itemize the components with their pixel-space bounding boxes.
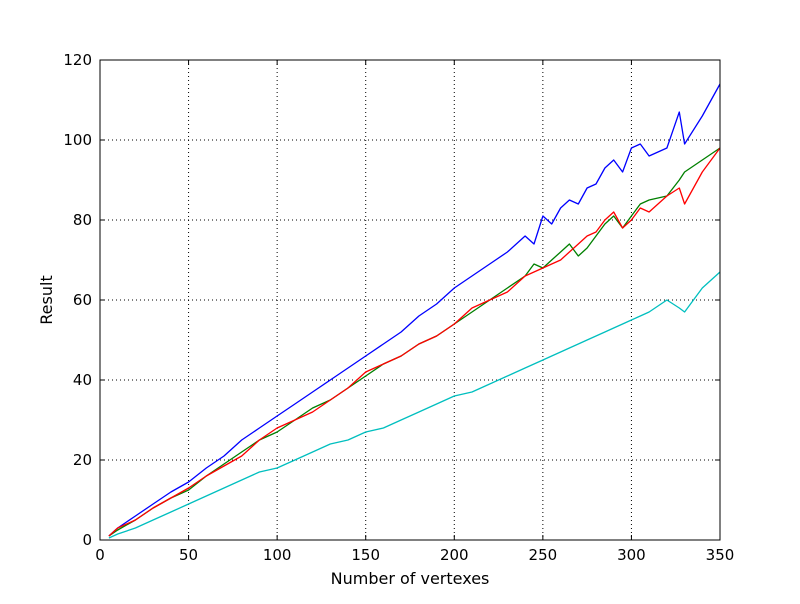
y-tick-label: 80 xyxy=(73,211,92,229)
y-tick-label: 60 xyxy=(73,291,92,309)
x-tick-label: 350 xyxy=(706,546,735,564)
x-tick-label: 200 xyxy=(440,546,469,564)
series-line-3 xyxy=(108,147,721,537)
series-line-1 xyxy=(108,83,721,537)
series-lines xyxy=(108,83,721,539)
x-tick-label: 50 xyxy=(179,546,198,564)
y-axis-label: Result xyxy=(37,275,56,324)
series-line-4 xyxy=(108,271,721,539)
y-tick-label: 120 xyxy=(63,51,92,69)
x-tick-label: 250 xyxy=(529,546,558,564)
axis-ticks: 0 50 100 150 200 250 300 350 0 20 40 60 80 100 120 xyxy=(63,51,734,564)
x-tick-label: 0 xyxy=(95,546,105,564)
y-tick-label: 20 xyxy=(73,451,92,469)
y-tick-label: 40 xyxy=(73,371,92,389)
x-tick-label: 300 xyxy=(617,546,646,564)
x-tick-label: 100 xyxy=(263,546,292,564)
series-line-2 xyxy=(108,147,721,537)
x-tick-label: 150 xyxy=(351,546,380,564)
y-tick-label: 0 xyxy=(82,531,92,549)
y-tick-label: 100 xyxy=(63,131,92,149)
x-axis-label: Number of vertexes xyxy=(331,569,490,588)
